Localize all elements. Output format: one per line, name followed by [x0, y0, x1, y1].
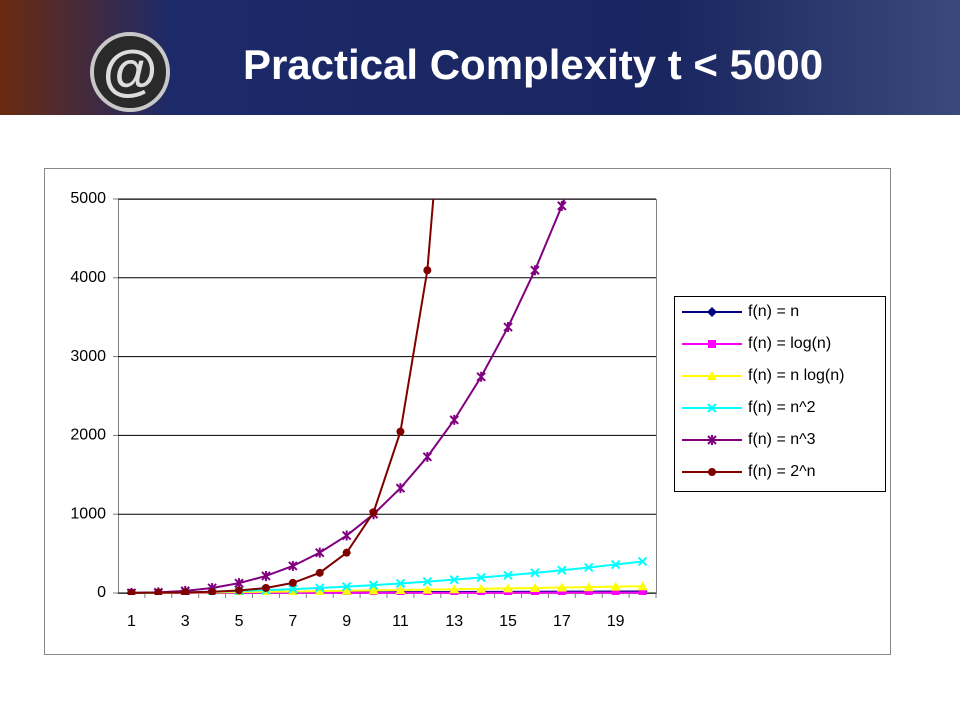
plot-area: [118, 199, 657, 594]
series-line: [131, 199, 435, 594]
marker: [708, 340, 716, 348]
marker: [557, 588, 566, 595]
marker: [637, 581, 648, 591]
marker: [707, 307, 717, 317]
marker: [583, 582, 594, 592]
marker: [181, 588, 190, 595]
marker: [707, 403, 717, 413]
marker: [585, 128, 593, 138]
y-tick-label: 4000: [70, 269, 106, 286]
x-tick-label: 19: [607, 613, 625, 630]
marker: [476, 572, 486, 583]
marker: [288, 578, 297, 587]
y-tick-label: 5000: [70, 190, 106, 207]
marker: [315, 568, 324, 577]
marker: [449, 574, 459, 585]
x-tick-label: 5: [235, 613, 244, 630]
legend-label: f(n) = n^3: [748, 431, 816, 448]
marker: [154, 588, 163, 595]
legend-label: f(n) = 2^n: [748, 463, 816, 480]
marker: [395, 578, 406, 589]
marker: [557, 200, 567, 211]
x-tick-label: 1: [127, 613, 136, 630]
slide-title: Practical Complexity t < 5000: [243, 41, 823, 88]
marker: [341, 581, 352, 592]
x-tick-label: 13: [445, 613, 463, 630]
marker: [208, 587, 217, 595]
marker: [503, 570, 513, 580]
marker: [314, 586, 325, 595]
marker: [529, 582, 540, 592]
x-tick-label: 7: [288, 613, 297, 630]
y-tick-label: 0: [97, 584, 106, 601]
logo-glyph: @: [103, 38, 158, 101]
marker: [637, 556, 648, 567]
marker: [584, 588, 593, 595]
logo: [90, 32, 170, 112]
marker: [315, 583, 325, 593]
marker: [369, 508, 378, 517]
marker: [610, 581, 621, 591]
x-tick-label: 15: [499, 613, 517, 630]
legend-label: f(n) = n: [748, 303, 799, 320]
marker: [315, 547, 325, 558]
legend-label: f(n) = log(n): [748, 335, 831, 352]
marker: [342, 548, 351, 557]
marker: [396, 427, 405, 436]
y-tick-label: 3000: [70, 348, 106, 365]
marker: [610, 559, 621, 570]
marker: [261, 570, 271, 581]
y-tick-label: 1000: [70, 505, 106, 522]
marker: [707, 371, 717, 380]
marker: [638, 588, 647, 595]
x-tick-label: 17: [553, 613, 571, 630]
marker: [449, 584, 460, 594]
marker: [341, 585, 352, 595]
legend-label: f(n) = n^2: [748, 399, 816, 416]
series-layer: [126, 128, 648, 595]
marker: [503, 583, 514, 593]
marker: [261, 583, 270, 592]
series-line: [131, 199, 566, 594]
marker: [708, 468, 716, 476]
y-tick-label: 2000: [70, 427, 106, 444]
marker: [395, 483, 406, 494]
marker: [530, 265, 540, 276]
marker: [611, 588, 620, 595]
marker: [707, 435, 717, 445]
marker: [395, 585, 406, 595]
marker: [368, 580, 379, 590]
marker: [235, 586, 244, 595]
legend-box: [674, 296, 886, 492]
x-tick-label: 11: [392, 613, 409, 630]
marker: [503, 322, 513, 333]
marker: [556, 582, 567, 592]
marker: [476, 583, 487, 593]
marker: [449, 414, 459, 425]
marker: [557, 565, 567, 575]
marker: [584, 562, 594, 573]
x-tick-label: 3: [181, 613, 190, 630]
x-tick-label: 9: [342, 613, 351, 630]
marker: [288, 584, 298, 594]
marker: [341, 530, 352, 541]
marker: [127, 588, 136, 595]
legend-label: f(n) = n log(n): [748, 367, 844, 384]
marker: [368, 585, 379, 595]
marker: [423, 266, 432, 275]
marker: [476, 371, 486, 382]
marker: [422, 576, 433, 587]
marker: [288, 560, 298, 571]
marker: [422, 584, 433, 594]
marker: [530, 568, 540, 578]
marker: [422, 451, 433, 462]
